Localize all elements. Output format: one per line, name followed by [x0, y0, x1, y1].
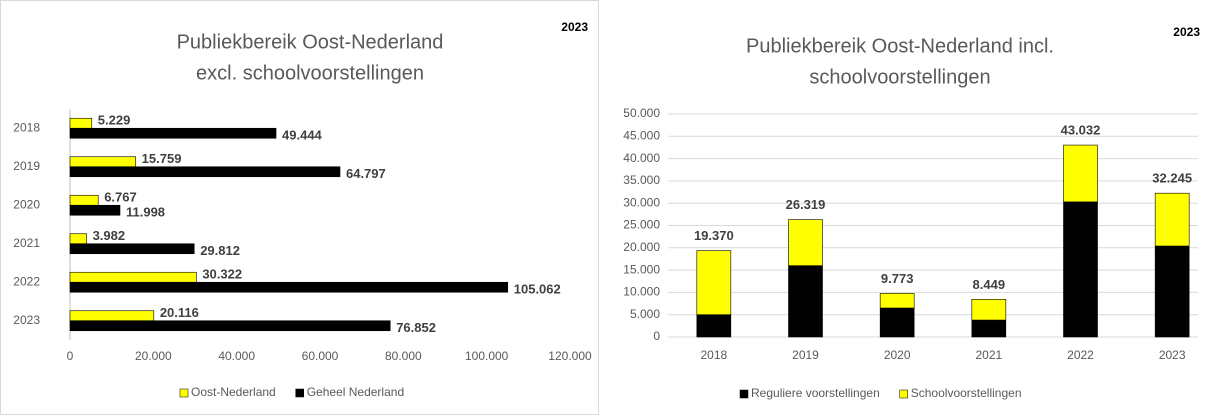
y-tick-label: 30.000: [623, 195, 660, 209]
chart-title: Publiekbereik Oost-Nederland: [177, 31, 444, 53]
bar-segment: [1154, 245, 1190, 338]
bar: [69, 156, 136, 168]
bar: [69, 117, 93, 129]
x-tick-label: 2021: [975, 348, 1002, 362]
value-label: 76.852: [396, 320, 436, 335]
legend-label: Reguliere voorstellingen: [751, 386, 880, 400]
legend-swatch: [179, 388, 189, 398]
value-label: 3.982: [93, 228, 126, 243]
y-tick-label: 5.000: [630, 307, 660, 321]
y-tick-label: 20.000: [623, 240, 660, 254]
x-tick-label: 20.000: [135, 349, 172, 363]
x-tick-label: 120.000: [548, 349, 592, 363]
bar: [69, 310, 155, 322]
bar-segment: [1154, 192, 1190, 247]
bar-segment: [1063, 144, 1098, 203]
y-tick-label: 25.000: [623, 218, 660, 232]
y-tick-label: 2023: [13, 313, 40, 327]
value-label: 20.116: [160, 305, 199, 320]
bar-segment: [788, 265, 823, 338]
value-label: 5.229: [98, 113, 131, 128]
chart-title: excl. schoolvoorstellingen: [196, 62, 424, 84]
legend-swatch: [295, 388, 304, 398]
chart-title: schoolvoorstellingen: [809, 66, 990, 88]
legend-label: Schoolvoorstellingen: [911, 386, 1022, 400]
y-tick-label: 2018: [13, 120, 40, 134]
bar: [69, 271, 197, 283]
legend-label: Geheel Nederland: [307, 385, 404, 399]
total-label: 19.370: [694, 228, 734, 243]
legend-label: Oost-Nederland: [191, 385, 276, 399]
x-tick-label: 2018: [700, 348, 727, 362]
value-label: 105.062: [514, 282, 561, 297]
x-tick-label: 80.000: [385, 349, 422, 363]
chart-frame: [605, 0, 1204, 415]
total-label: 32.245: [1152, 171, 1192, 186]
total-label: 9.773: [881, 271, 914, 286]
y-tick-label: 40.000: [623, 151, 660, 165]
total-label: 43.032: [1061, 123, 1101, 138]
y-tick-label: 2019: [13, 159, 40, 173]
bar: [69, 233, 87, 245]
x-tick-label: 2022: [1067, 348, 1094, 362]
bar-segment: [971, 319, 1007, 338]
x-tick-label: 2019: [792, 348, 819, 362]
legend-swatch: [739, 389, 749, 399]
bar: [69, 204, 121, 216]
bar-segment: [879, 307, 915, 338]
chart-title: Publiekbereik Oost-Nederland incl.: [746, 35, 1054, 57]
total-label: 26.319: [786, 197, 826, 212]
bar-segment: [879, 293, 915, 309]
value-label: 29.812: [200, 243, 240, 258]
bar-segment: [788, 219, 823, 266]
y-tick-label: 10.000: [623, 285, 660, 299]
y-tick-label: 45.000: [623, 128, 660, 142]
annotation: 2023: [1173, 25, 1200, 39]
total-label: 8.449: [973, 277, 1006, 292]
y-tick-label: 2020: [13, 197, 40, 211]
bar-segment: [696, 314, 732, 338]
annotation: 2023: [561, 20, 588, 34]
bar: [69, 320, 391, 332]
bar: [69, 194, 99, 206]
x-tick-label: 60.000: [302, 349, 339, 363]
value-label: 15.759: [142, 151, 182, 166]
y-tick-label: 0: [653, 329, 660, 343]
x-tick-label: 40.000: [218, 349, 255, 363]
y-tick-label: 2022: [13, 274, 40, 288]
x-tick-label: 0: [67, 349, 74, 363]
y-tick-label: 35.000: [623, 173, 660, 187]
y-tick-label: 15.000: [623, 262, 660, 276]
y-tick-label: 50.000: [623, 106, 660, 120]
bar-segment: [696, 250, 732, 316]
bar-segment: [1063, 201, 1098, 338]
value-label: 64.797: [346, 166, 386, 181]
y-tick-label: 2021: [13, 236, 40, 250]
x-tick-label: 100.000: [465, 349, 509, 363]
bar-segment: [971, 299, 1007, 321]
value-label: 6.767: [104, 190, 137, 205]
bar: [69, 127, 277, 139]
value-label: 30.322: [202, 267, 242, 282]
bar: [69, 166, 341, 178]
x-tick-label: 2020: [884, 348, 911, 362]
bar: [69, 243, 195, 255]
legend-swatch: [899, 389, 908, 399]
x-tick-label: 2023: [1159, 348, 1186, 362]
bar: [69, 281, 509, 293]
value-label: 11.998: [126, 205, 165, 220]
value-label: 49.444: [282, 128, 323, 143]
